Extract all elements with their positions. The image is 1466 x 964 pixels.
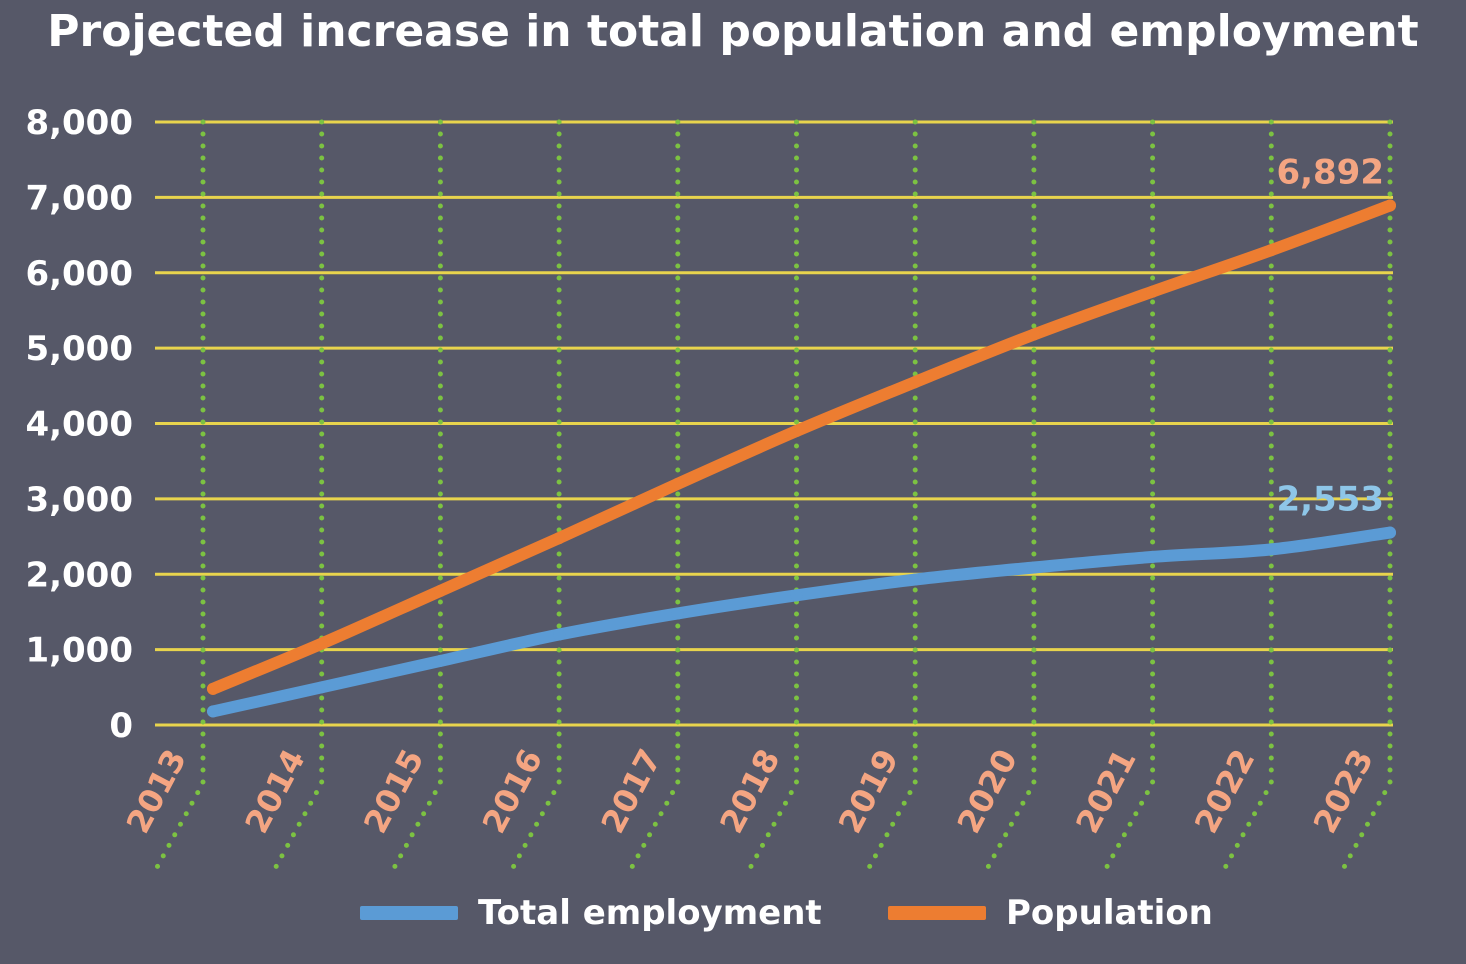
data-point-total-employment: [909, 573, 922, 586]
data-point-population: [1384, 199, 1396, 212]
data-point-population: [671, 477, 684, 490]
series-line-population: [207, 199, 1396, 695]
v-gridline: [864, 119, 918, 874]
legend-label-population: Population: [1006, 893, 1213, 933]
data-label-total-employment: 2,553: [1276, 480, 1384, 520]
data-point-population: [553, 532, 566, 545]
legend-swatch-employment: [360, 906, 458, 920]
v-gridline: [1339, 119, 1393, 874]
data-label-population: 6,892: [1276, 153, 1384, 193]
data-point-population: [1265, 244, 1278, 257]
chart-title: Projected increase in total population a…: [47, 6, 1419, 57]
data-point-total-employment: [434, 654, 447, 667]
v-gridline: [508, 119, 562, 874]
v-gridline: [271, 119, 325, 874]
data-point-total-employment: [1265, 543, 1278, 556]
data-point-population: [434, 584, 447, 597]
data-point-population: [207, 682, 219, 695]
series-line-total-employment: [207, 526, 1396, 718]
y-tick-label: 6,000: [25, 254, 133, 294]
legend: Total employment Population: [0, 893, 1466, 937]
legend-label-employment: Total employment: [478, 893, 822, 933]
v-gridline: [152, 119, 206, 874]
y-tick-label: 0: [109, 706, 133, 746]
data-point-total-employment: [1384, 526, 1396, 539]
v-gridline: [983, 119, 1037, 874]
v-gridline: [627, 119, 681, 874]
data-point-total-employment: [671, 607, 684, 620]
y-tick-label: 3,000: [25, 480, 133, 520]
data-point-total-employment: [207, 705, 219, 718]
legend-item-employment: Total employment: [360, 893, 822, 933]
data-point-total-employment: [315, 681, 328, 694]
y-tick-label: 5,000: [25, 329, 133, 369]
legend-swatch-population: [888, 906, 986, 920]
data-point-population: [1146, 285, 1159, 298]
y-tick-label: 8,000: [25, 103, 133, 143]
data-point-total-employment: [790, 589, 803, 602]
legend-item-population: Population: [888, 893, 1213, 933]
v-gridline: [1102, 119, 1156, 874]
data-point-population: [909, 376, 922, 389]
data-point-population: [1027, 328, 1040, 341]
data-point-population: [790, 425, 803, 438]
data-point-population: [315, 637, 328, 650]
y-tick-label: 4,000: [25, 405, 133, 445]
y-tick-label: 2,000: [25, 555, 133, 595]
data-point-total-employment: [1027, 561, 1040, 574]
data-point-total-employment: [1146, 550, 1159, 563]
y-tick-label: 1,000: [25, 631, 133, 671]
v-gridline: [746, 119, 799, 874]
v-gridline: [1220, 119, 1274, 874]
y-tick-label: 7,000: [25, 178, 133, 218]
data-point-total-employment: [553, 628, 566, 641]
v-gridline: [389, 119, 443, 874]
